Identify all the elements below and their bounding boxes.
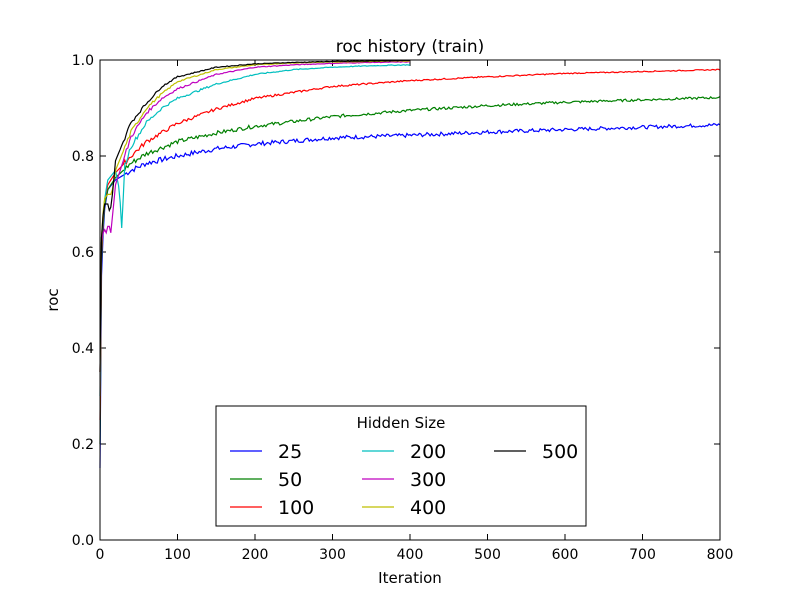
- plot-frame: [99, 59, 721, 541]
- series-line-500: [99, 59, 411, 373]
- legend-label-300: 300: [410, 469, 446, 491]
- x-tick-label: 500: [474, 547, 501, 563]
- x-tick-label: 300: [319, 547, 346, 563]
- legend-label-50: 50: [278, 469, 302, 491]
- x-tick-label: 200: [242, 547, 269, 563]
- legend-label-200: 200: [410, 441, 446, 463]
- x-tick-label: 0: [96, 547, 105, 563]
- y-tick-label: 0.6: [72, 245, 94, 261]
- y-tick-label: 0.2: [72, 437, 94, 453]
- series-line-50: [99, 96, 721, 445]
- x-tick-label: 600: [552, 547, 579, 563]
- legend-label-100: 100: [278, 497, 314, 519]
- y-tick-label: 0.0: [72, 533, 94, 549]
- y-tick-label: 0.4: [72, 341, 94, 357]
- ticks-layer: 0 100 200 300 400 500 600 700 800 0.0 0.2 0.4 0.6 0.8…: [72, 53, 734, 563]
- legend-title: Hidden Size: [357, 414, 446, 432]
- y-tick-label: 1.0: [72, 53, 94, 69]
- y-tick-label: 0.8: [72, 149, 94, 165]
- x-tick-label: 700: [629, 547, 656, 563]
- series-line-200: [99, 64, 411, 397]
- x-axis-label: Iteration: [378, 569, 442, 587]
- legend-label-25: 25: [278, 441, 302, 463]
- chart-title: roc history (train): [336, 37, 484, 57]
- series-layer: [99, 59, 721, 469]
- legend: Hidden Size 25 50 100 200 300 400 500: [215, 405, 587, 527]
- series-line-100: [99, 68, 721, 421]
- series-line-300: [99, 61, 411, 373]
- series-line-25: [99, 122, 721, 469]
- legend-label-400: 400: [410, 497, 446, 519]
- x-tick-label: 400: [397, 547, 424, 563]
- y-axis-label: roc: [44, 288, 62, 311]
- x-tick-label: 100: [164, 547, 191, 563]
- legend-box: [215, 405, 587, 527]
- x-tick-label: 800: [707, 547, 734, 563]
- legend-label-500: 500: [542, 441, 578, 463]
